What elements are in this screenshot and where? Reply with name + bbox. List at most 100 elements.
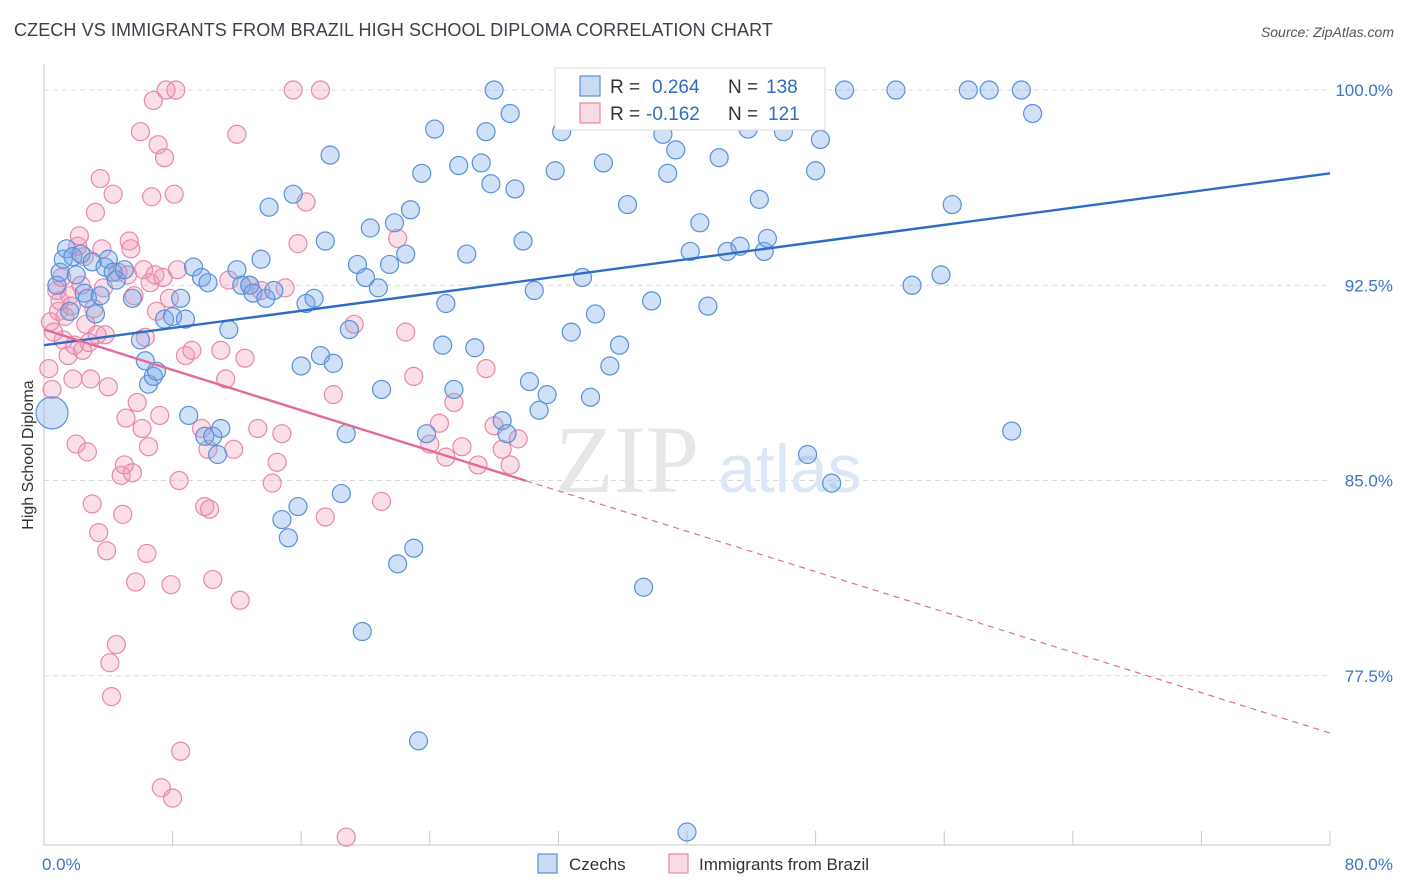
brazil-point — [175, 345, 196, 366]
source-credit: Source: ZipAtlas.com — [1260, 24, 1394, 40]
brazil-point — [492, 439, 512, 459]
brazil-point — [85, 202, 106, 222]
brazil-point — [159, 288, 179, 308]
czech-point — [179, 405, 199, 426]
brazil-r-label: R = — [610, 104, 640, 125]
czech-point — [380, 254, 400, 275]
brazil-trendline — [43, 328, 527, 483]
czech-point — [90, 286, 110, 306]
trendlines — [43, 172, 1331, 734]
brazil-point — [130, 122, 151, 142]
czech-point — [256, 288, 276, 308]
brazil-point — [53, 330, 73, 350]
czech-point — [500, 103, 520, 124]
czech-point — [272, 509, 292, 530]
czech-point — [195, 426, 215, 446]
gridlines — [44, 89, 1330, 677]
czech-point — [130, 330, 151, 350]
watermark-atlas: atlas — [718, 431, 862, 507]
y-tick-label: 92.5% — [1345, 276, 1393, 295]
brazil-point — [42, 379, 62, 400]
y-tick-labels: 77.5% 85.0% 92.5% 100.0% — [1335, 81, 1393, 686]
brazil-point — [227, 124, 247, 144]
brazil-point — [150, 405, 170, 426]
czech-n-label: N = — [728, 77, 758, 98]
brazil-r-value: -0.162 — [646, 104, 700, 125]
czech-point — [481, 174, 501, 194]
czech-point — [436, 293, 456, 314]
czech-point — [82, 252, 102, 272]
czech-point — [66, 265, 86, 285]
czech-point — [600, 356, 620, 376]
czech-point — [749, 189, 769, 209]
brazil-point — [275, 278, 295, 298]
brazil-point — [126, 572, 146, 592]
brazil-point — [113, 504, 133, 524]
legend-czech-label: Czechs — [569, 855, 626, 874]
czech-point — [175, 309, 196, 329]
brazil-point — [203, 569, 223, 590]
brazil-point — [66, 434, 86, 454]
brazil-point — [116, 408, 136, 428]
brazil-swatch — [579, 102, 601, 124]
brazil-point — [164, 184, 184, 204]
czech-point — [942, 194, 962, 215]
czech-point — [931, 265, 951, 285]
brazil-point — [429, 413, 450, 433]
brazil-point — [166, 80, 186, 100]
brazil-point — [508, 429, 528, 449]
czech-point — [106, 270, 126, 290]
czech-point — [902, 275, 922, 295]
czech-point — [690, 213, 710, 233]
brazil-point — [154, 148, 175, 168]
brazil-point — [127, 392, 147, 413]
brazil-point — [89, 522, 109, 543]
brazil-point — [111, 465, 131, 485]
czech-point — [355, 267, 376, 288]
brazil-n-label: N = — [728, 104, 758, 125]
czech-point — [56, 239, 77, 259]
czech-point — [677, 822, 697, 842]
czech-point — [449, 155, 469, 176]
brazil-point — [122, 463, 143, 483]
brazil-point — [182, 340, 202, 360]
czech-point — [219, 319, 239, 340]
brazil-point — [97, 541, 117, 561]
brazil-point — [121, 239, 141, 259]
brazil-point — [142, 187, 162, 207]
czech-point — [519, 372, 540, 392]
brazil-point — [100, 653, 120, 673]
czech-point — [291, 356, 311, 376]
brazil-point — [138, 437, 159, 457]
brazil-point — [50, 291, 70, 311]
brazil-point — [219, 270, 239, 290]
czech-point — [484, 80, 504, 100]
brazil-point — [388, 228, 408, 249]
czech-point — [529, 400, 549, 420]
brazil-point — [171, 741, 191, 761]
czech-point — [666, 140, 686, 160]
legend-brazil-label: Immigrants from Brazil — [699, 855, 869, 874]
czech-point — [288, 496, 308, 517]
czech-point — [114, 260, 134, 280]
czech-point — [171, 288, 191, 308]
y-tick-label: 85.0% — [1345, 472, 1393, 491]
brazil-point — [169, 470, 189, 491]
czech-point — [74, 283, 94, 303]
czech-point — [315, 231, 335, 251]
czech-point — [283, 184, 303, 204]
czech-point — [264, 280, 284, 301]
czech-point — [408, 731, 429, 751]
czech-point — [85, 304, 106, 324]
czech-point — [545, 161, 565, 181]
brazil-point — [81, 369, 101, 389]
czech-point — [537, 385, 557, 405]
brazil-point — [90, 168, 110, 189]
x-tick-label-min: 0.0% — [42, 855, 81, 874]
czech-point — [642, 291, 662, 311]
czech-point — [384, 213, 405, 233]
czech-point — [433, 335, 453, 355]
czech-point — [339, 319, 360, 340]
czech-n-value: 138 — [766, 77, 798, 98]
